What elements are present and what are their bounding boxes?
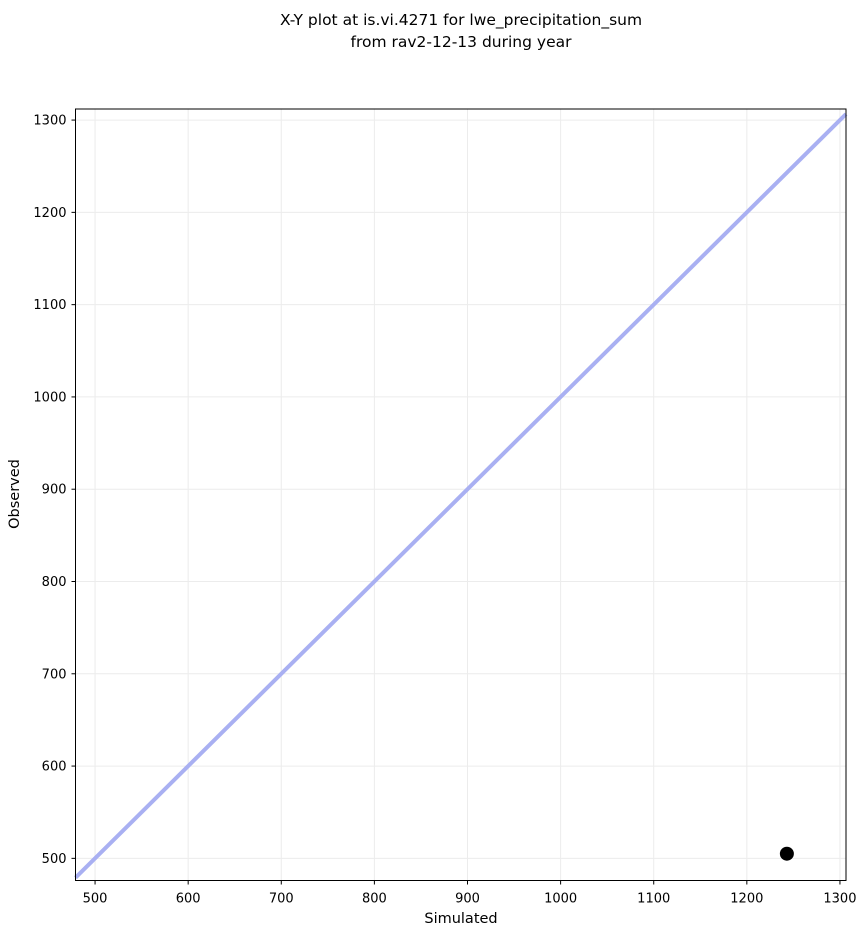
identity-line	[74, 112, 848, 880]
x-tick-label: 1100	[637, 892, 670, 907]
x-tick-label: 1300	[823, 892, 856, 907]
x-tick-label: 700	[269, 892, 294, 907]
y-tick-label: 1000	[33, 390, 66, 405]
y-axis-label: Observed	[7, 459, 23, 529]
chart-title: X-Y plot at is.vi.4271 for lwe_precipita…	[75, 9, 847, 53]
x-tick-label: 1000	[544, 892, 577, 907]
y-tick-label: 700	[42, 667, 67, 682]
y-tick-label: 800	[42, 575, 67, 590]
y-tick-label: 600	[42, 760, 67, 775]
x-tick-label: 800	[362, 892, 387, 907]
x-tick-label: 900	[455, 892, 480, 907]
x-tick-label: 1200	[730, 892, 763, 907]
y-tick-label: 1100	[33, 298, 66, 313]
chart-title-line2: from rav2-12-13 during year	[350, 33, 572, 51]
plot-border	[75, 108, 847, 881]
chart-title-line1: X-Y plot at is.vi.4271 for lwe_precipita…	[279, 11, 643, 29]
x-tick-label: 600	[176, 892, 201, 907]
x-tick-label: 500	[83, 892, 108, 907]
y-tick-label: 1200	[33, 206, 66, 221]
y-tick-label: 900	[42, 483, 67, 498]
y-tick-label: 500	[42, 852, 67, 867]
data-point	[779, 846, 794, 861]
x-axis-label: Simulated	[424, 911, 498, 927]
y-tick-label: 1300	[33, 114, 66, 129]
